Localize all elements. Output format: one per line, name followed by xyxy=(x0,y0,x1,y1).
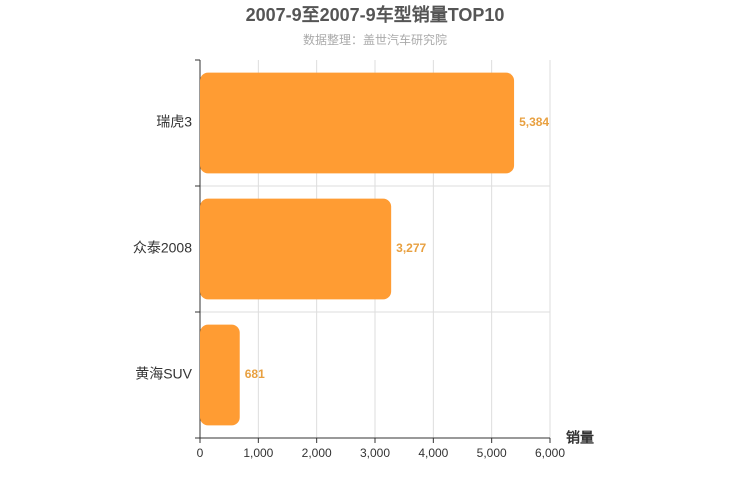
x-tick-label: 5,000 xyxy=(477,446,507,460)
x-tick-label: 2,000 xyxy=(302,446,332,460)
y-tick-label: 瑞虎3 xyxy=(156,114,192,130)
y-tick-label: 黄海SUV xyxy=(135,366,192,382)
x-tick-label: 1,000 xyxy=(243,446,273,460)
x-tick-label: 6,000 xyxy=(535,446,565,460)
y-tick-label: 众泰2008 xyxy=(133,240,192,256)
x-tick-label: 4,000 xyxy=(418,446,448,460)
x-tick-label: 0 xyxy=(197,446,204,460)
bar xyxy=(200,324,240,426)
chart-subtitle: 数据整理：盖世汽车研究院 xyxy=(303,32,447,47)
chart-title: 2007-9至2007-9车型销量TOP10 xyxy=(246,4,505,25)
value-label: 681 xyxy=(245,367,265,381)
x-axis-label: 销量 xyxy=(566,430,594,446)
bar xyxy=(200,72,515,174)
x-tick-label: 3,000 xyxy=(360,446,390,460)
value-label: 5,384 xyxy=(519,115,549,129)
value-label: 3,277 xyxy=(396,241,426,255)
bar xyxy=(200,198,392,300)
